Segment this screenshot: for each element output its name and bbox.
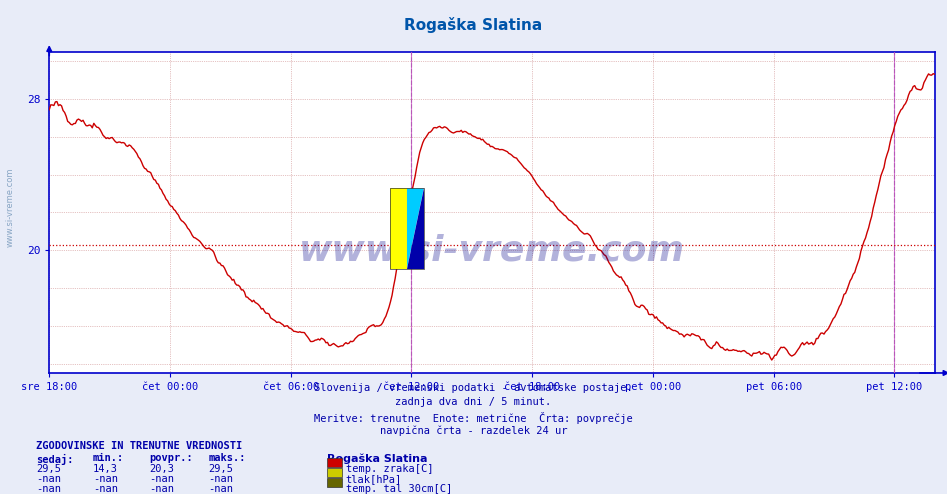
Text: 29,5: 29,5 (36, 464, 61, 474)
Text: -nan: -nan (36, 484, 61, 494)
Text: -nan: -nan (93, 474, 117, 484)
Text: navpična črta - razdelek 24 ur: navpična črta - razdelek 24 ur (380, 426, 567, 436)
Text: Rogaška Slatina: Rogaška Slatina (404, 17, 543, 33)
Text: -nan: -nan (208, 474, 233, 484)
Text: 20,3: 20,3 (150, 464, 174, 474)
Text: -nan: -nan (36, 474, 61, 484)
Bar (390, 188, 424, 269)
Text: Rogaška Slatina: Rogaška Slatina (327, 453, 427, 464)
Text: tlak[hPa]: tlak[hPa] (346, 474, 402, 484)
Text: zadnja dva dni / 5 minut.: zadnja dva dni / 5 minut. (396, 397, 551, 407)
Bar (390, 188, 407, 269)
Text: sedaj:: sedaj: (36, 453, 74, 464)
Text: ZGODOVINSKE IN TRENUTNE VREDNOSTI: ZGODOVINSKE IN TRENUTNE VREDNOSTI (36, 441, 242, 451)
Text: -nan: -nan (150, 484, 174, 494)
Text: temp. tal 30cm[C]: temp. tal 30cm[C] (346, 484, 452, 494)
Polygon shape (407, 188, 424, 269)
Text: min.:: min.: (93, 453, 124, 463)
Text: povpr.:: povpr.: (150, 453, 193, 463)
Polygon shape (407, 188, 424, 269)
Text: -nan: -nan (208, 484, 233, 494)
Text: maks.:: maks.: (208, 453, 246, 463)
Text: -nan: -nan (93, 484, 117, 494)
Text: www.si-vreme.com: www.si-vreme.com (299, 234, 685, 268)
Text: 14,3: 14,3 (93, 464, 117, 474)
Text: Slovenija / vremenski podatki - avtomatske postaje.: Slovenija / vremenski podatki - avtomats… (314, 383, 633, 393)
Text: -nan: -nan (150, 474, 174, 484)
Text: www.si-vreme.com: www.si-vreme.com (6, 168, 15, 247)
Text: 29,5: 29,5 (208, 464, 233, 474)
Text: Meritve: trenutne  Enote: metrične  Črta: povprečje: Meritve: trenutne Enote: metrične Črta: … (314, 412, 633, 423)
Text: temp. zraka[C]: temp. zraka[C] (346, 464, 433, 474)
